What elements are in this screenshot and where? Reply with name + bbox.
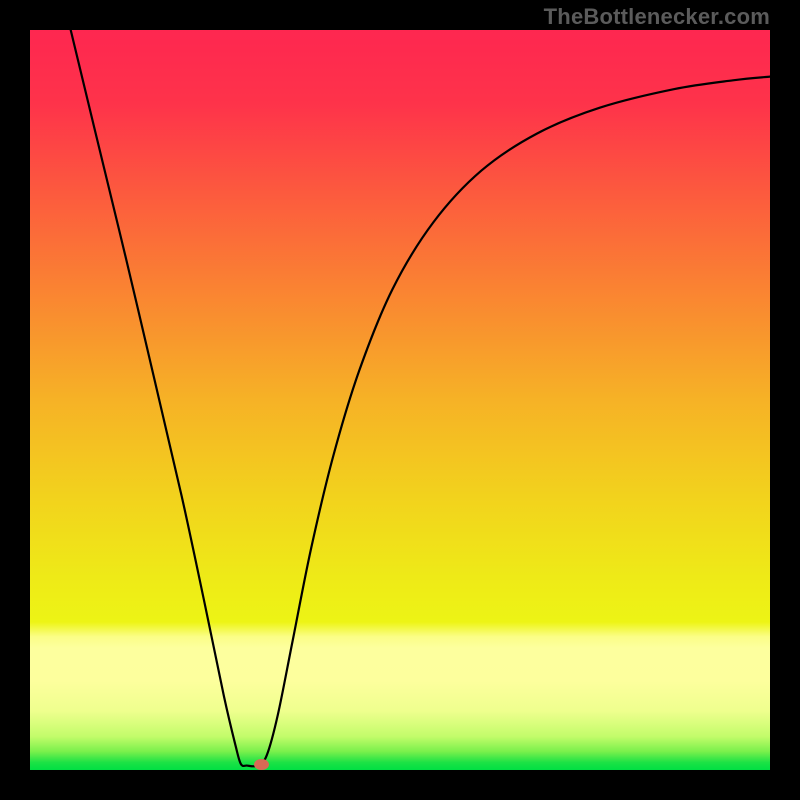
watermark-text: TheBottlenecker.com (544, 4, 770, 30)
chart-frame: TheBottlenecker.com (0, 0, 800, 800)
bottleneck-curve (30, 30, 770, 770)
plot-area (30, 30, 770, 770)
